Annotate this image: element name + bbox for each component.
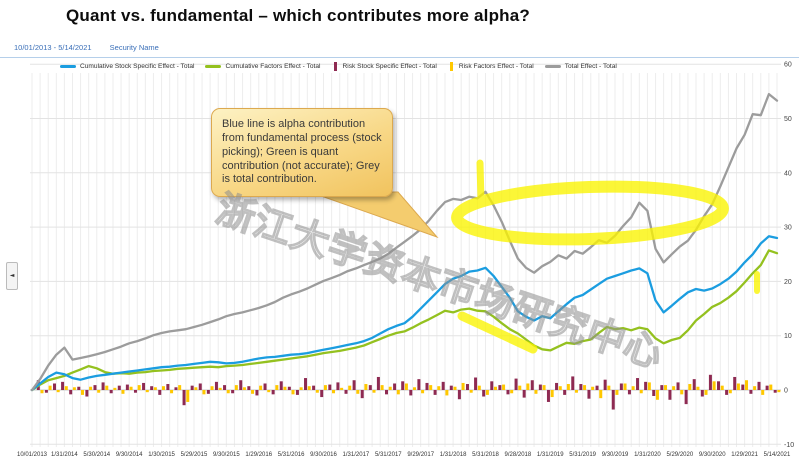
legend-item: Risk Factors Effect - Total xyxy=(448,62,534,71)
svg-text:1/29/2021: 1/29/2021 xyxy=(731,452,758,458)
legend-marker-icon xyxy=(544,65,561,68)
svg-text:40: 40 xyxy=(784,170,792,177)
callout-text: Blue line is alpha contribution from fun… xyxy=(222,118,382,186)
legend-label: Total Effect - Total xyxy=(564,63,617,70)
svg-text:9/30/2019: 9/30/2019 xyxy=(602,452,629,458)
svg-text:5/31/2018: 5/31/2018 xyxy=(472,452,499,458)
legend-marker-icon xyxy=(449,62,453,71)
x-axis-labels: 10/01/2013 1/31/2014 5/30/2014 9/30/2014 1/3… xyxy=(17,452,791,458)
series-bars-0 xyxy=(36,374,777,410)
series-line xyxy=(30,235,779,392)
legend-label: Cumulative Stock Specific Effect - Total xyxy=(80,63,195,70)
legend-marker-icon xyxy=(205,65,222,68)
svg-text:60: 60 xyxy=(784,62,792,69)
legend-marker-icon xyxy=(60,65,76,68)
svg-text:9/30/2016: 9/30/2016 xyxy=(310,452,337,458)
panel-collapse-handle[interactable]: ◄ xyxy=(6,262,18,290)
chart-legend: Cumulative Stock Specific Effect - Total… xyxy=(60,62,617,71)
svg-text:5/31/2017: 5/31/2017 xyxy=(375,452,402,458)
svg-text:5/31/2016: 5/31/2016 xyxy=(278,452,305,458)
svg-text:9/29/2017: 9/29/2017 xyxy=(407,452,434,458)
svg-text:1/31/2020: 1/31/2020 xyxy=(634,452,661,458)
security-name-label: Security Name xyxy=(109,43,159,52)
legend-label: Cumulative Factors Effect - Total xyxy=(225,63,321,70)
series-line xyxy=(30,249,779,392)
svg-text:50: 50 xyxy=(784,116,792,123)
horizontal-gridlines xyxy=(30,63,781,445)
svg-text:9/30/2015: 9/30/2015 xyxy=(213,452,240,458)
svg-text:5/29/2020: 5/29/2020 xyxy=(666,452,693,458)
svg-text:30: 30 xyxy=(784,225,792,232)
svg-text:5/14/2021: 5/14/2021 xyxy=(764,452,791,458)
svg-text:0: 0 xyxy=(784,388,788,395)
date-range-label: 10/01/2013 - 5/14/2021 xyxy=(14,43,92,52)
highlighter-marks xyxy=(451,159,760,354)
svg-text:9/30/2020: 9/30/2020 xyxy=(699,452,726,458)
svg-text:10/01/2013: 10/01/2013 xyxy=(17,452,48,458)
svg-text:9/28/2018: 9/28/2018 xyxy=(505,452,532,458)
header-divider xyxy=(0,57,799,58)
svg-text:1/31/2017: 1/31/2017 xyxy=(343,452,370,458)
svg-text:1/31/2014: 1/31/2014 xyxy=(51,452,78,458)
svg-text:1/30/2015: 1/30/2015 xyxy=(148,452,175,458)
svg-text:1/29/2016: 1/29/2016 xyxy=(245,452,272,458)
svg-text:-10: -10 xyxy=(784,442,794,449)
svg-text:5/30/2014: 5/30/2014 xyxy=(83,452,110,458)
svg-text:1/31/2019: 1/31/2019 xyxy=(537,452,564,458)
legend-marker-icon xyxy=(333,62,337,71)
svg-text:5/29/2015: 5/29/2015 xyxy=(181,452,208,458)
legend-label: Risk Stock Specific Effect - Total xyxy=(342,63,437,70)
legend-label: Risk Factors Effect - Total xyxy=(458,63,534,70)
collapse-arrow-icon: ◄ xyxy=(9,272,15,279)
page-title: Quant vs. fundamental – which contribute… xyxy=(66,6,531,25)
y-axis-labels: 60 50 40 30 20 10 0 -10 xyxy=(784,62,794,449)
svg-text:20: 20 xyxy=(784,279,792,286)
svg-text:5/31/2019: 5/31/2019 xyxy=(569,452,596,458)
legend-item: Cumulative Stock Specific Effect - Total xyxy=(60,63,194,70)
legend-item: Total Effect - Total xyxy=(544,63,617,70)
svg-text:1/31/2018: 1/31/2018 xyxy=(440,452,467,458)
legend-item: Cumulative Factors Effect - Total xyxy=(205,63,321,70)
series-bars-1 xyxy=(40,380,781,402)
chart-header: 10/01/2013 - 5/14/2021 Security Name xyxy=(14,43,159,52)
svg-text:9/30/2014: 9/30/2014 xyxy=(116,452,143,458)
svg-text:10: 10 xyxy=(784,333,792,340)
callout-bubble: Blue line is alpha contribution from fun… xyxy=(211,108,393,198)
legend-item: Risk Stock Specific Effect - Total xyxy=(332,62,437,71)
